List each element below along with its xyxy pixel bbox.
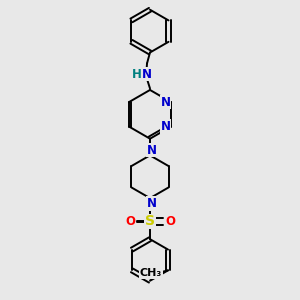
Text: CH₃: CH₃: [140, 268, 162, 278]
Text: N: N: [146, 143, 157, 157]
Text: O: O: [125, 215, 135, 228]
Text: N: N: [161, 120, 171, 133]
Text: O: O: [165, 215, 175, 228]
Text: N: N: [146, 197, 157, 210]
Text: N: N: [142, 68, 152, 81]
Text: H: H: [132, 68, 142, 81]
Text: S: S: [145, 214, 155, 228]
Text: N: N: [161, 96, 171, 109]
